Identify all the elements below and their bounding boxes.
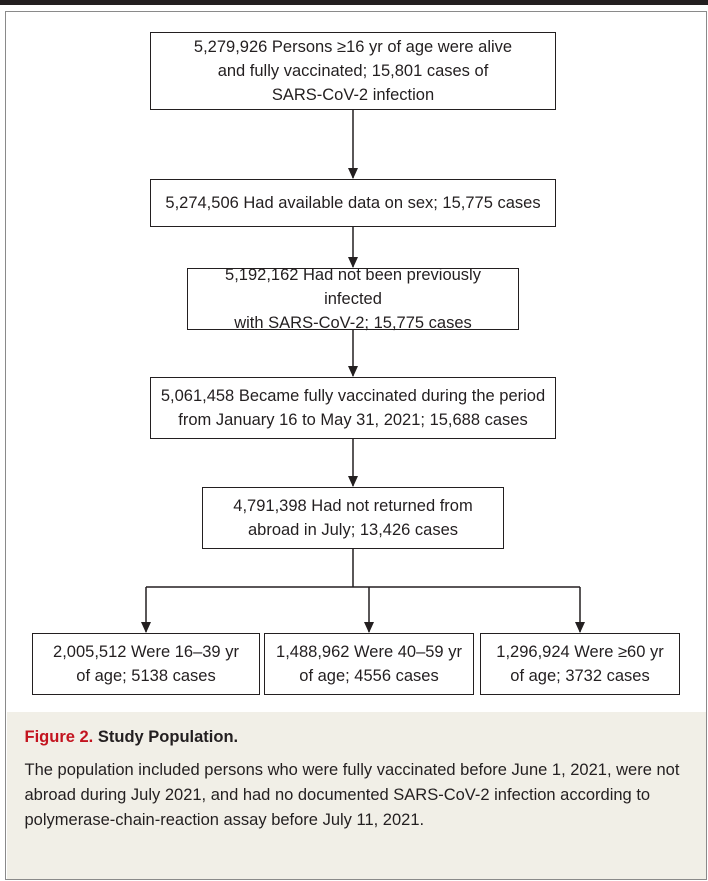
figure-label: Figure 2.: [24, 728, 94, 746]
arrow-head: [364, 622, 374, 633]
box-age-16-39: 2,005,512 Were 16–39 yr of age; 5138 cas…: [32, 633, 260, 695]
box-data-on-sex: 5,274,506 Had available data on sex; 15,…: [150, 179, 556, 227]
box-not-previously-infected: 5,192,162 Had not been previously infect…: [187, 266, 519, 332]
figure-caption: Figure 2. Study Population. The populati…: [6, 712, 706, 879]
arrow-head: [348, 168, 358, 179]
box-not-returned-abroad: 4,791,398 Had not returned from abroad i…: [202, 487, 504, 549]
caption-text: The population included persons who were…: [24, 761, 680, 829]
caption-title: Figure 2. Study Population.: [25, 726, 688, 748]
figure-frame: [5, 11, 707, 880]
top-rule: [0, 0, 708, 5]
box-vaccination-period: 5,061,458 Became fully vaccinated during…: [150, 377, 556, 439]
arrow-head: [575, 622, 585, 633]
box-age-40-59: 1,488,962 Were 40–59 yr of age; 4556 cas…: [264, 633, 474, 695]
flowchart: 5,279,926 Persons ≥16 yr of age were ali…: [32, 32, 680, 695]
caption-heading: Study Population.: [97, 728, 239, 746]
arrow-head: [141, 622, 151, 633]
arrow-head: [348, 366, 358, 377]
box-alive-vaccinated: 5,279,926 Persons ≥16 yr of age were ali…: [150, 32, 556, 110]
flowchart-arrows: [141, 110, 585, 633]
box-age-60-plus: 1,296,924 Were ≥60 yr of age; 3732 cases: [480, 633, 680, 695]
arrow-head: [348, 476, 358, 487]
arrow-head: [348, 257, 358, 268]
